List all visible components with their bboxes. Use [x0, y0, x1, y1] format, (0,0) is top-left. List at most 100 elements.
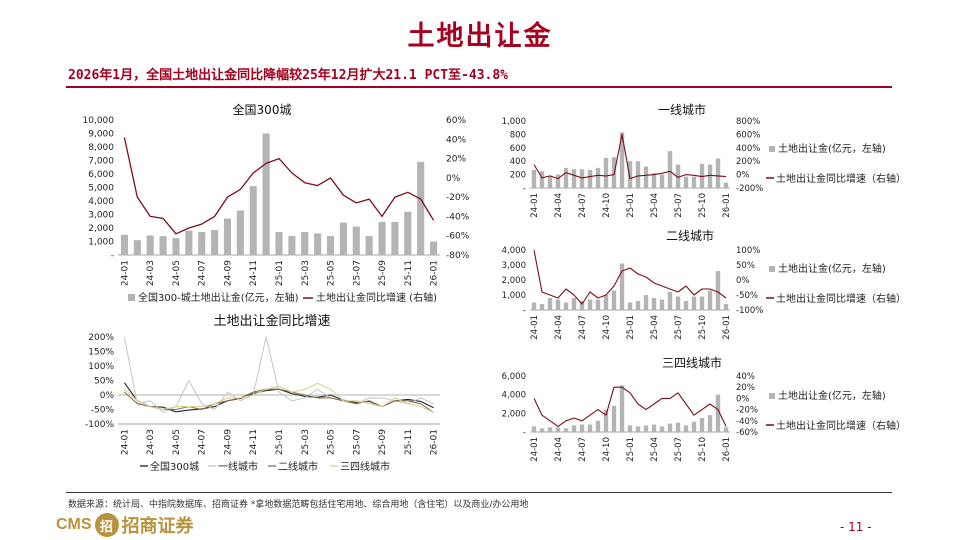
- chart-legend: 全国300城 一线城市 二线城市 三四线城市: [140, 460, 390, 473]
- bar: [301, 232, 309, 255]
- bar: [715, 394, 721, 432]
- bar: [391, 221, 399, 255]
- bar: [683, 301, 689, 310]
- y-tick-label: -: [111, 251, 114, 261]
- x-tick-label: 26-01: [430, 429, 440, 455]
- bar: [603, 409, 609, 432]
- x-tick-label: 24-05: [172, 260, 182, 286]
- bar: [651, 424, 657, 432]
- legend-line-label: 土地出让金同比增速（右轴）: [776, 419, 906, 432]
- bar: [579, 424, 585, 432]
- x-tick-label: 25-04: [650, 193, 660, 218]
- legend-label: 三四线城市: [340, 460, 390, 473]
- bar: [120, 234, 128, 255]
- x-tick-label: 25-09: [378, 260, 388, 286]
- bar: [223, 218, 232, 255]
- bar: [619, 132, 625, 188]
- x-tick-label: 24-04: [554, 315, 564, 340]
- chart-title: 土地出让金同比增速: [213, 313, 330, 329]
- bar: [539, 428, 545, 432]
- x-tick-label: 24-07: [198, 429, 208, 455]
- x-tick-label: 25-01: [626, 315, 636, 340]
- chart-legend: 土地出让金(亿元，左轴) 土地出让金同比增速（右轴）: [766, 142, 906, 185]
- page-subtitle: 2026年1月，全国土地出让金同比降幅较25年12月扩大21.1 PCT至-43…: [68, 68, 509, 83]
- bar: [288, 236, 296, 255]
- y-tick-label: 800: [510, 130, 526, 140]
- bar: [707, 164, 713, 188]
- y2-tick-label: -100%: [736, 306, 763, 316]
- legend-line-label: 土地出让金同比增速（右轴）: [776, 292, 906, 305]
- bar: [326, 236, 335, 255]
- bar: [314, 233, 322, 255]
- bar: [563, 428, 569, 432]
- bar: [378, 221, 386, 255]
- page-title: 土地出让金: [407, 21, 553, 52]
- bar: [675, 422, 681, 432]
- bar: [627, 302, 633, 310]
- y2-tick-label: 0%: [736, 171, 750, 181]
- y-tick-label: 4,000: [502, 391, 526, 401]
- y-tick-label: 3,000: [502, 261, 526, 271]
- bar: [683, 425, 689, 432]
- y-tick-label: 50%: [94, 377, 114, 387]
- bar: [603, 295, 609, 310]
- bar: [587, 299, 593, 310]
- bar: [619, 385, 625, 432]
- bar: [723, 304, 729, 310]
- y-tick-label: 150%: [88, 348, 114, 358]
- chart-title: 一线城市: [658, 102, 706, 117]
- y2-tick-label: 400%: [736, 144, 760, 154]
- legend-label: 全国300城: [150, 460, 199, 473]
- y-tick-label: 200%: [88, 333, 114, 343]
- bar: [547, 427, 553, 432]
- y-tick-label: 6,000: [502, 372, 526, 382]
- bar: [707, 290, 713, 310]
- bar: [571, 298, 577, 310]
- chart-legend: 土地出让金(亿元，左轴) 土地出让金同比增速（右轴）: [766, 389, 906, 432]
- bar: [531, 169, 537, 188]
- y-tick-label: 600: [510, 144, 526, 154]
- y-tick-label: -: [523, 428, 526, 438]
- page-number: - 11 -: [840, 520, 872, 534]
- bar: [643, 295, 649, 310]
- bar: [339, 222, 347, 255]
- y2-tick-label: -200%: [736, 184, 763, 194]
- x-tick-label: 24-07: [578, 437, 588, 462]
- x-tick-label: 24-09: [223, 429, 233, 455]
- logo-seal-icon: 招: [94, 513, 119, 537]
- y-tick-label: 10,000: [83, 116, 115, 126]
- x-tick-label: 25-04: [650, 315, 660, 340]
- y-tick-label: -: [523, 184, 526, 194]
- x-tick-label: 25-01: [626, 193, 636, 218]
- y-tick-label: 3,000: [88, 211, 114, 221]
- x-tick-label: 24-04: [554, 437, 564, 462]
- bar: [555, 299, 561, 310]
- y-tick-label: -50%: [91, 406, 115, 416]
- bar: [667, 151, 673, 188]
- x-tick-label: 24-01: [530, 315, 540, 340]
- bar: [611, 290, 617, 310]
- legend-label: 一线城市: [218, 460, 258, 473]
- bar: [211, 230, 219, 255]
- y-tick-label: 0%: [100, 391, 115, 401]
- chart-title: 全国300城: [233, 102, 292, 117]
- bar: [539, 304, 545, 310]
- bar: [699, 163, 705, 188]
- y2-tick-label: -40%: [736, 417, 758, 427]
- y2-tick-label: 600%: [736, 130, 760, 140]
- bar: [715, 271, 721, 310]
- bar: [595, 420, 601, 432]
- y-tick-label: 8,000: [88, 143, 114, 153]
- y2-tick-label: 0%: [736, 276, 750, 286]
- bar: [236, 210, 244, 255]
- legend-bar-label: 土地出让金(亿元，左轴): [778, 389, 886, 402]
- chart-title: 二线城市: [666, 228, 714, 243]
- logo-text: CMS: [56, 516, 92, 533]
- x-tick-label: 25-07: [674, 193, 684, 218]
- bar: [691, 296, 697, 310]
- x-tick-label: 25-11: [404, 260, 414, 286]
- y2-tick-label: -60%: [446, 232, 470, 242]
